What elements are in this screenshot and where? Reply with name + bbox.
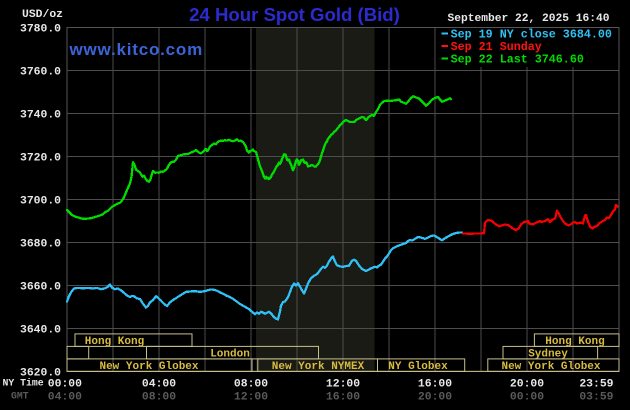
svg-text:3720.0: 3720.0 bbox=[20, 153, 61, 165]
svg-text:12:00: 12:00 bbox=[326, 379, 360, 391]
svg-text:3780.0: 3780.0 bbox=[20, 24, 61, 36]
svg-text:Sep 19 NY close 3684.00: Sep 19 NY close 3684.00 bbox=[451, 28, 612, 42]
svg-text:London: London bbox=[210, 348, 250, 360]
svg-text:USD/oz: USD/oz bbox=[22, 9, 63, 21]
svg-text:03:59: 03:59 bbox=[579, 392, 613, 404]
svg-text:Hong Kong: Hong Kong bbox=[545, 336, 604, 348]
svg-text:New York Globex: New York Globex bbox=[501, 361, 600, 373]
svg-text:04:00: 04:00 bbox=[142, 379, 176, 391]
svg-text:September 22, 2025 16:40: September 22, 2025 16:40 bbox=[448, 13, 610, 25]
svg-text:16:00: 16:00 bbox=[418, 379, 452, 391]
svg-text:16:00: 16:00 bbox=[326, 392, 360, 404]
svg-text:12:00: 12:00 bbox=[234, 392, 268, 404]
svg-text:GMT: GMT bbox=[11, 391, 29, 402]
svg-text:3660.0: 3660.0 bbox=[20, 282, 61, 294]
svg-text:Sep 21 Sunday: Sep 21 Sunday bbox=[451, 40, 542, 54]
svg-text:3620.0: 3620.0 bbox=[20, 368, 61, 380]
svg-text:3640.0: 3640.0 bbox=[20, 325, 61, 337]
svg-text:04:00: 04:00 bbox=[48, 392, 82, 404]
svg-text:Sep 22 Last 3746.60: Sep 22 Last 3746.60 bbox=[451, 53, 584, 67]
svg-text:Sydney: Sydney bbox=[528, 348, 568, 360]
svg-text:23:59: 23:59 bbox=[579, 379, 613, 391]
svg-text:20:00: 20:00 bbox=[510, 379, 544, 391]
svg-text:00:00: 00:00 bbox=[510, 392, 544, 404]
svg-text:New York NYMEX: New York NYMEX bbox=[272, 361, 365, 373]
svg-text:3700.0: 3700.0 bbox=[20, 196, 61, 208]
svg-text:Hong Kong: Hong Kong bbox=[85, 336, 144, 348]
svg-text:24 Hour Spot Gold (Bid): 24 Hour Spot Gold (Bid) bbox=[189, 4, 400, 25]
svg-text:NY Time: NY Time bbox=[3, 378, 44, 389]
svg-text:3680.0: 3680.0 bbox=[20, 239, 61, 251]
svg-text:20:00: 20:00 bbox=[418, 392, 452, 404]
svg-text:08:00: 08:00 bbox=[234, 379, 268, 391]
svg-text:3760.0: 3760.0 bbox=[20, 67, 61, 79]
svg-text:00:00: 00:00 bbox=[48, 379, 82, 391]
svg-text:www.kitco.com: www.kitco.com bbox=[69, 40, 204, 59]
svg-text:NY Globex: NY Globex bbox=[388, 361, 448, 373]
svg-text:08:00: 08:00 bbox=[142, 392, 176, 404]
svg-text:3740.0: 3740.0 bbox=[20, 110, 61, 122]
svg-text:New York Globex: New York Globex bbox=[99, 361, 198, 373]
